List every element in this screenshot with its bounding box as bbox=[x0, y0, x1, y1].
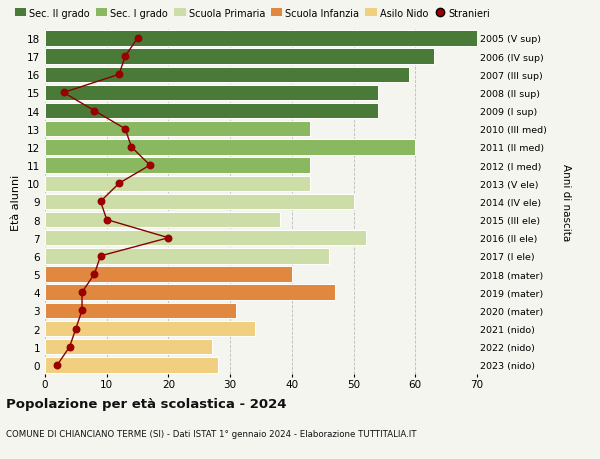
Bar bbox=[45, 104, 378, 119]
Point bbox=[114, 180, 124, 188]
Point bbox=[89, 108, 99, 115]
Bar bbox=[45, 176, 310, 191]
Point bbox=[114, 72, 124, 79]
Bar bbox=[45, 267, 292, 282]
Bar bbox=[45, 49, 434, 65]
Point bbox=[89, 271, 99, 278]
Bar bbox=[45, 158, 310, 174]
Bar bbox=[45, 285, 335, 300]
Point bbox=[145, 162, 155, 169]
Point bbox=[96, 198, 106, 206]
Text: COMUNE DI CHIANCIANO TERME (SI) - Dati ISTAT 1° gennaio 2024 - Elaborazione TUTT: COMUNE DI CHIANCIANO TERME (SI) - Dati I… bbox=[6, 429, 416, 438]
Y-axis label: Età alunni: Età alunni bbox=[11, 174, 22, 230]
Point bbox=[133, 35, 142, 43]
Bar bbox=[45, 213, 280, 228]
Bar bbox=[45, 230, 366, 246]
Bar bbox=[45, 85, 378, 101]
Point bbox=[53, 361, 62, 369]
Bar bbox=[45, 31, 477, 47]
Point bbox=[59, 90, 68, 97]
Point bbox=[127, 144, 136, 151]
Bar bbox=[45, 140, 415, 155]
Bar bbox=[45, 194, 353, 210]
Point bbox=[164, 235, 173, 242]
Point bbox=[102, 216, 112, 224]
Y-axis label: Anni di nascita: Anni di nascita bbox=[560, 163, 571, 241]
Point bbox=[96, 252, 106, 260]
Legend: Sec. II grado, Sec. I grado, Scuola Primaria, Scuola Infanzia, Asilo Nido, Stran: Sec. II grado, Sec. I grado, Scuola Prim… bbox=[11, 5, 494, 22]
Bar bbox=[45, 339, 212, 355]
Point bbox=[71, 325, 80, 332]
Bar bbox=[45, 67, 409, 83]
Bar bbox=[45, 122, 310, 137]
Point bbox=[77, 307, 87, 314]
Bar bbox=[45, 303, 236, 319]
Point bbox=[121, 126, 130, 133]
Point bbox=[121, 53, 130, 61]
Text: Popolazione per età scolastica - 2024: Popolazione per età scolastica - 2024 bbox=[6, 397, 287, 410]
Point bbox=[65, 343, 74, 351]
Bar bbox=[45, 249, 329, 264]
Bar bbox=[45, 357, 218, 373]
Point bbox=[77, 289, 87, 296]
Bar bbox=[45, 321, 255, 336]
